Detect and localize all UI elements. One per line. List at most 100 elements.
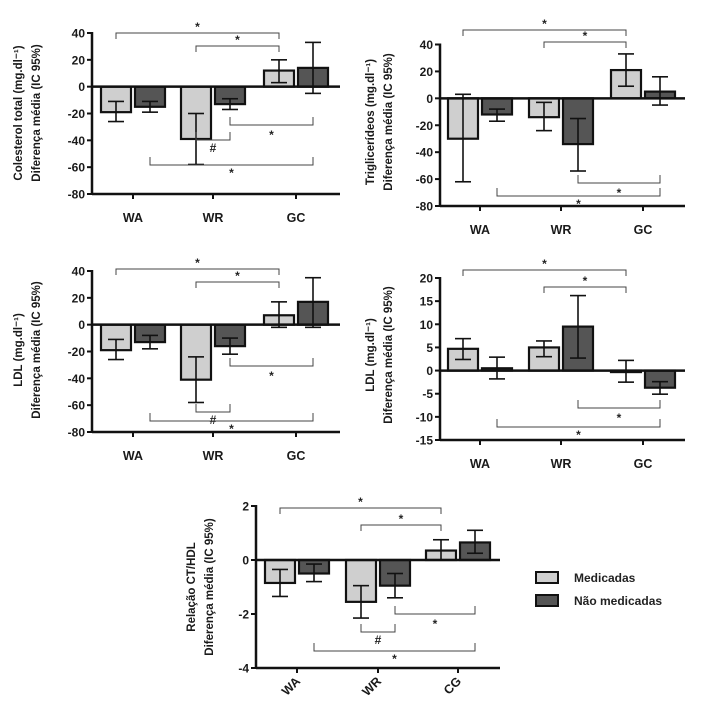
y-axis-label-line2: Diferença média (IC 95%) (383, 286, 395, 424)
y-tick-label: 40 (72, 27, 86, 41)
chart-ct: 40 20 0 -20 -40 -60 -80 WA WR GC * * * # * Colesterol t… (13, 20, 340, 225)
significance-bracket (195, 132, 231, 141)
y-tick-label: -15 (416, 434, 434, 448)
x-category-label: GC (634, 223, 653, 237)
significance-bracket (360, 524, 442, 531)
significance-bracket (577, 175, 661, 184)
legend-label-nao-medicadas: Não medicadas (574, 594, 662, 608)
y-tick-label: 20 (420, 272, 434, 286)
significance-bracket (195, 281, 280, 288)
asterisk-marker: * (542, 17, 547, 31)
x-category-label: WA (470, 457, 490, 471)
significance-bracket (229, 358, 314, 367)
chart-ldl2: 20 15 10 5 0 -5 -10 -15 WA WR GC * * * * LDL (mg.dl⁻¹) D… (365, 257, 685, 471)
legend-swatch-nao-medicadas (535, 594, 559, 607)
significance-bracket (543, 286, 627, 293)
asterisk-marker: * (235, 33, 240, 47)
y-tick-label: 0 (426, 364, 433, 378)
significance-bracket (577, 400, 661, 409)
y-tick-label: 0 (426, 92, 433, 106)
chart-cthdl: 2 0 -2 -4 WA WR CG * * * # * Relação CT/HDL Diferença… (186, 495, 500, 699)
x-category-label: WR (359, 674, 384, 699)
x-category-label: WR (551, 223, 572, 237)
asterisk-marker: * (583, 29, 588, 43)
hash-marker: # (210, 141, 217, 155)
significance-bracket (313, 643, 476, 652)
significance-bracket (543, 41, 627, 48)
hash-marker: # (210, 413, 217, 427)
legend: Medicadas Não medicadas (535, 571, 662, 608)
significance-bracket (360, 624, 396, 633)
y-axis-label-line1: Relação CT/HDL (186, 542, 198, 631)
x-category-label: GC (287, 211, 306, 225)
legend-label-medicadas: Medicadas (574, 571, 636, 585)
y-tick-label: 2 (242, 500, 249, 514)
y-tick-label: -60 (68, 161, 86, 175)
y-axis-label-line2: Diferença média (IC 95%) (31, 281, 43, 419)
chart-ldl: 40 20 0 -20 -40 -60 -80 WA WR GC * * * # * LDL (mg.dl⁻¹… (13, 256, 340, 463)
y-tick-label: 0 (78, 80, 85, 94)
y-tick-label: -60 (416, 173, 434, 187)
asterisk-marker: * (269, 128, 274, 142)
significance-bracket (462, 29, 627, 36)
x-category-label: WR (203, 449, 224, 463)
x-category-label: WA (279, 674, 303, 698)
y-tick-label: 5 (426, 341, 433, 355)
asterisk-marker: * (576, 428, 581, 442)
significance-bracket (229, 117, 314, 126)
asterisk-marker: * (195, 256, 200, 270)
y-axis-label-line2: Diferença média (IC 95%) (31, 44, 43, 182)
x-category-label: WR (551, 457, 572, 471)
y-tick-label: -80 (68, 188, 86, 202)
x-category-label: WA (470, 223, 490, 237)
asterisk-marker: * (576, 197, 581, 211)
legend-swatch-medicadas (535, 571, 559, 584)
y-tick-label: 40 (72, 265, 86, 279)
y-tick-label: -40 (416, 146, 434, 160)
y-tick-label: -80 (416, 200, 434, 214)
asterisk-marker: * (235, 269, 240, 283)
asterisk-marker: * (542, 257, 547, 271)
significance-bracket (394, 606, 476, 615)
asterisk-marker: * (269, 369, 274, 383)
y-tick-label: -2 (238, 608, 249, 622)
hash-marker: # (375, 633, 382, 647)
y-axis-label-line1: Colesterol total (mg.dl⁻¹) (13, 45, 25, 180)
y-axis-label-line1: LDL (mg.dl⁻¹) (13, 313, 25, 387)
x-category-label: WA (123, 211, 143, 225)
y-tick-label: -40 (68, 372, 86, 386)
chart-tg: 40 20 0 -20 -40 -60 -80 WA WR GC * * * * Triglicerídeo… (365, 17, 685, 237)
significance-bracket (115, 32, 280, 39)
y-tick-label: 20 (420, 65, 434, 79)
y-tick-label: -20 (416, 119, 434, 133)
significance-bracket (462, 269, 627, 276)
significance-bracket (149, 413, 314, 422)
y-axis-label-line1: Triglicerídeos (mg.dl⁻¹) (365, 59, 377, 185)
asterisk-marker: * (195, 20, 200, 34)
asterisk-marker: * (399, 512, 404, 526)
y-tick-label: 0 (78, 318, 85, 332)
y-tick-label: 20 (72, 291, 86, 305)
significance-bracket (279, 507, 442, 514)
y-tick-label: -20 (68, 345, 86, 359)
y-tick-label: -4 (238, 662, 249, 676)
y-tick-label: -60 (68, 399, 86, 413)
y-axis-label-line2: Diferença média (IC 95%) (383, 53, 395, 191)
y-tick-label: 0 (242, 554, 249, 568)
x-category-label: GC (287, 449, 306, 463)
significance-bracket (496, 419, 661, 428)
y-axis-label-line2: Diferença média (IC 95%) (204, 518, 216, 656)
y-tick-label: -10 (416, 410, 434, 424)
significance-bracket (195, 45, 280, 52)
x-category-label: WR (203, 211, 224, 225)
significance-bracket (496, 188, 661, 197)
significance-bracket (195, 404, 231, 413)
y-tick-label: -80 (68, 426, 86, 440)
y-axis-label-line1: LDL (mg.dl⁻¹) (365, 318, 377, 392)
x-category-label: WA (123, 449, 143, 463)
y-tick-label: 40 (420, 38, 434, 52)
x-category-label: GC (634, 457, 653, 471)
y-tick-label: -20 (68, 107, 86, 121)
